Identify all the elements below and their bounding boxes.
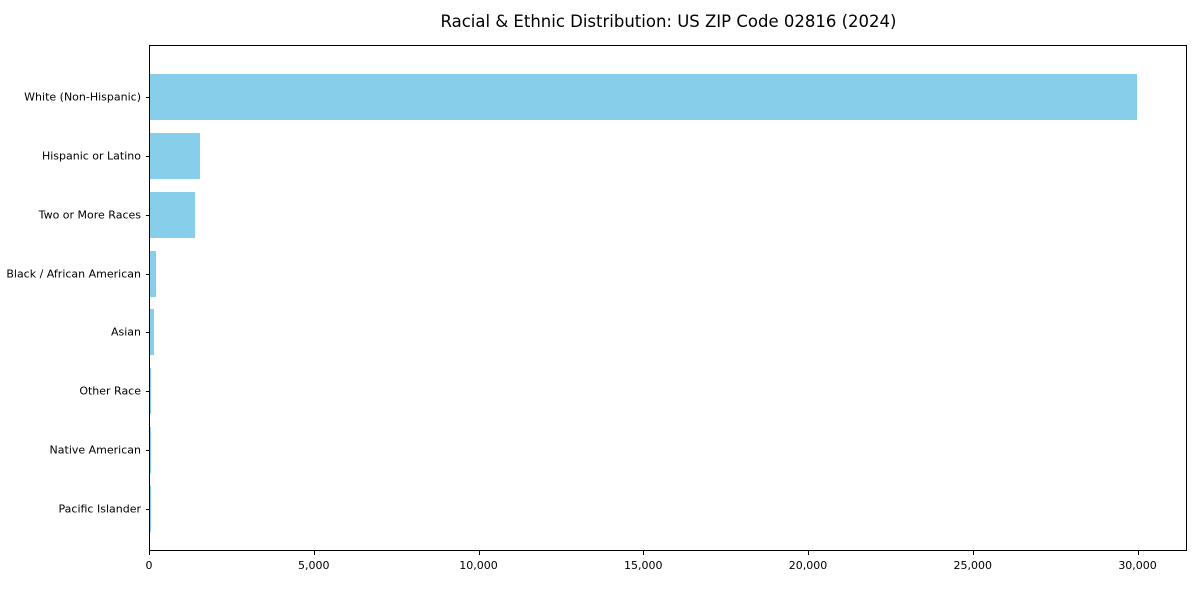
bar-row-hispanic-or-latino: Hispanic or Latino — [42, 127, 1186, 186]
x-tick-label-10-000: 10,000 — [459, 559, 498, 572]
bar-row-other-race: Other Race — [79, 362, 1186, 421]
x-tick-mark — [313, 551, 315, 555]
y-tick-label-other-race: Other Race — [79, 384, 141, 398]
bar-other-race — [150, 368, 152, 415]
y-tick-label-two-or-more-races: Two or More Races — [38, 208, 141, 222]
x-tick-mark — [149, 551, 150, 555]
y-tick-mark — [146, 508, 150, 510]
y-tick-mark — [146, 449, 150, 451]
bar-row-white-non-hispanic: White (Non-Hispanic) — [24, 68, 1186, 127]
x-tick-mark — [1137, 551, 1139, 555]
y-tick-label-native-american: Native American — [49, 443, 141, 457]
x-tick-label-5-000: 5,000 — [298, 559, 330, 572]
x-tick-mark — [972, 551, 974, 555]
bar-row-pacific-islander: Pacific Islander — [59, 479, 1186, 538]
bar-row-native-american: Native American — [50, 421, 1186, 480]
x-tick-label-20-000: 20,000 — [788, 559, 828, 572]
y-tick-mark — [146, 391, 150, 393]
bar-black-african-american — [150, 250, 156, 297]
bar-asian — [150, 309, 154, 356]
y-tick-label-black-african-american: Black / African American — [6, 267, 141, 281]
x-tick-mark — [808, 551, 810, 555]
x-tick-mark — [478, 551, 480, 555]
chart-title: Racial & Ethnic Distribution: US ZIP Cod… — [440, 12, 897, 31]
y-tick-mark — [146, 97, 150, 99]
y-tick-mark — [146, 156, 150, 158]
bar-row-two-or-more-races: Two or More Races — [39, 186, 1186, 245]
x-tick-label-15-000: 15,000 — [624, 559, 663, 572]
x-tick-label-0: 0 — [145, 559, 153, 572]
bar-row-black-african-american: Black / African American — [6, 244, 1186, 303]
y-tick-mark — [146, 214, 150, 216]
y-tick-mark — [146, 332, 150, 334]
bar-hispanic-or-latino — [150, 133, 200, 180]
x-tick-label-30-000: 30,000 — [1118, 559, 1157, 572]
x-tick-mark — [643, 551, 645, 555]
bar-white-non-hispanic — [150, 74, 1137, 121]
plot-area: White (Non-Hispanic) Hispanic or Latino Tw… — [6, 45, 1187, 551]
y-tick-label-asian: Asian — [110, 325, 141, 339]
y-tick-label-pacific-islander: Pacific Islander — [58, 502, 141, 516]
y-tick-label-hispanic-or-latino: Hispanic or Latino — [41, 149, 141, 163]
y-tick-mark — [146, 273, 150, 275]
bar-two-or-more-races — [150, 191, 196, 238]
x-tick-label-25-000: 25,000 — [953, 559, 993, 572]
bar-row-asian: Asian — [111, 303, 1186, 362]
y-tick-label-white-non-hispanic: White (Non-Hispanic) — [24, 90, 141, 104]
